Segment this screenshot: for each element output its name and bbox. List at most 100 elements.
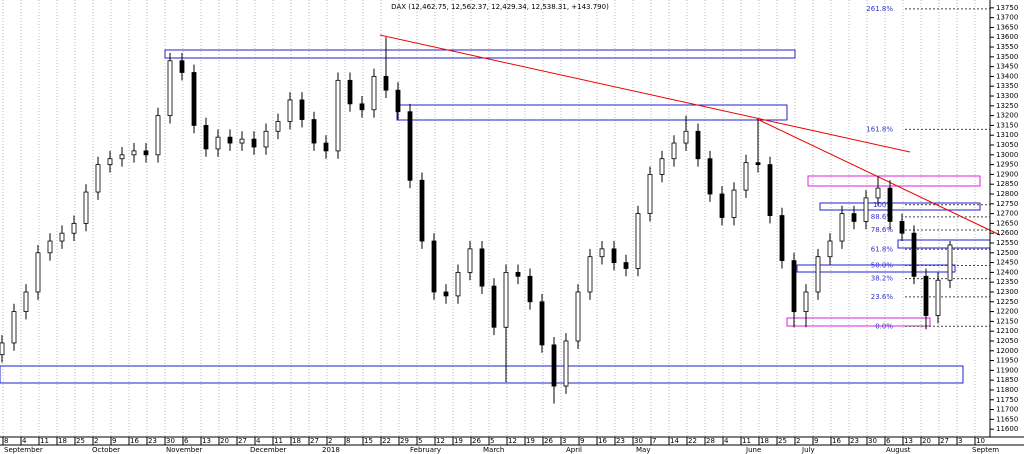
x-tick-label: 9	[814, 437, 818, 445]
zone-box	[164, 49, 796, 59]
x-tick-label: 23	[616, 437, 625, 445]
y-tick-label: 12950	[996, 161, 1018, 169]
candle-body	[947, 244, 953, 281]
candle-body	[647, 174, 653, 215]
candle-body	[731, 189, 737, 218]
month-label: August	[886, 446, 911, 454]
candle-body	[131, 150, 137, 156]
candle-body	[395, 89, 401, 113]
candle-body	[659, 158, 665, 175]
zone-box	[0, 365, 964, 384]
candle-body	[767, 164, 773, 216]
y-tick-label: 11900	[996, 366, 1018, 374]
candle-body	[155, 115, 161, 156]
candle-body	[359, 103, 365, 111]
x-tick-label: 25	[76, 437, 85, 445]
y-tick-label: 11600	[996, 425, 1018, 433]
x-tick-label: 2	[328, 437, 332, 445]
y-tick-label: 12500	[996, 249, 1018, 257]
candle-body	[623, 262, 629, 269]
candle-body	[335, 79, 341, 152]
y-tick-label: 13450	[996, 63, 1018, 71]
candle-body	[227, 136, 233, 144]
x-tick-label: 16	[130, 437, 139, 445]
x-tick-label: 6	[886, 437, 891, 445]
candle-body	[191, 72, 197, 126]
fib-label: 88.6%	[871, 213, 894, 221]
month-label: September	[4, 446, 43, 454]
month-label: Septem	[972, 446, 999, 454]
candle-body	[839, 213, 845, 242]
candle-body	[143, 150, 149, 156]
candle-body	[263, 130, 269, 148]
candle-body	[587, 256, 593, 293]
y-tick-label: 12400	[996, 268, 1018, 276]
x-tick-label: 2	[796, 437, 800, 445]
candle-body	[239, 138, 245, 144]
y-tick-label: 12550	[996, 239, 1018, 247]
month-label: November	[166, 446, 203, 454]
zone-box	[819, 202, 981, 211]
candle-body	[251, 138, 257, 148]
month-labels: September October November December 2018…	[4, 446, 999, 454]
candle-body	[683, 130, 689, 144]
y-tick-label: 13600	[996, 33, 1018, 41]
x-tick-label: 5	[490, 437, 494, 445]
candle-body	[539, 301, 545, 346]
month-label: June	[745, 446, 761, 454]
fib-label: 38.2%	[871, 275, 894, 283]
candle-body	[119, 154, 125, 160]
x-tick-label: 18	[58, 437, 67, 445]
y-tick-label: 12200	[996, 308, 1018, 316]
x-tick-label: 20	[220, 437, 229, 445]
candle-body	[419, 179, 425, 242]
y-tick-label: 13250	[996, 102, 1018, 110]
candle-body	[95, 164, 101, 193]
candle-body	[491, 285, 497, 328]
month-label: 2018	[322, 446, 340, 454]
y-tick-label: 12650	[996, 219, 1018, 227]
x-tick-label: 25	[778, 437, 787, 445]
x-tick-label: 14	[670, 437, 679, 445]
fib-label: 100%	[873, 201, 893, 209]
y-tick-label: 13500	[996, 53, 1018, 61]
candle-body	[299, 99, 305, 120]
month-label: July	[801, 446, 815, 454]
candle-body	[347, 79, 353, 105]
x-tick-label: 30	[166, 437, 175, 445]
x-tick-label: 26	[544, 437, 553, 445]
candle-body	[911, 232, 917, 277]
candle-body	[83, 191, 89, 224]
x-tick-label: 7	[652, 437, 656, 445]
candle-body	[215, 136, 221, 150]
trend-line	[379, 34, 911, 153]
y-tick-label: 13150	[996, 121, 1018, 129]
candle-body	[779, 215, 785, 262]
x-tick-label: 18	[292, 437, 301, 445]
candle-body	[47, 240, 53, 254]
x-tick-label: 13	[202, 437, 211, 445]
month-label: October	[92, 446, 120, 454]
candle-body	[743, 162, 749, 191]
zone-box	[796, 264, 956, 273]
candle-body	[851, 213, 857, 222]
x-tick-label: 12	[436, 437, 445, 445]
x-tick-label: 2	[94, 437, 98, 445]
x-tick-label: 12	[508, 437, 517, 445]
y-tick-label: 13550	[996, 43, 1018, 51]
candle-body	[431, 240, 437, 293]
candle-body	[935, 279, 941, 316]
y-tick-label: 13300	[996, 92, 1018, 100]
candle-body	[899, 221, 905, 234]
candle-body	[107, 158, 113, 166]
month-label: April	[566, 446, 582, 454]
candle-body	[599, 248, 605, 258]
x-tick-label: 27	[940, 437, 949, 445]
candle-body	[203, 125, 209, 150]
x-tick-label: 3	[562, 437, 566, 445]
x-tick-label: 4	[256, 437, 261, 445]
candle-body	[479, 248, 485, 287]
x-tick-label: 11	[40, 437, 49, 445]
candle-body	[323, 142, 329, 152]
